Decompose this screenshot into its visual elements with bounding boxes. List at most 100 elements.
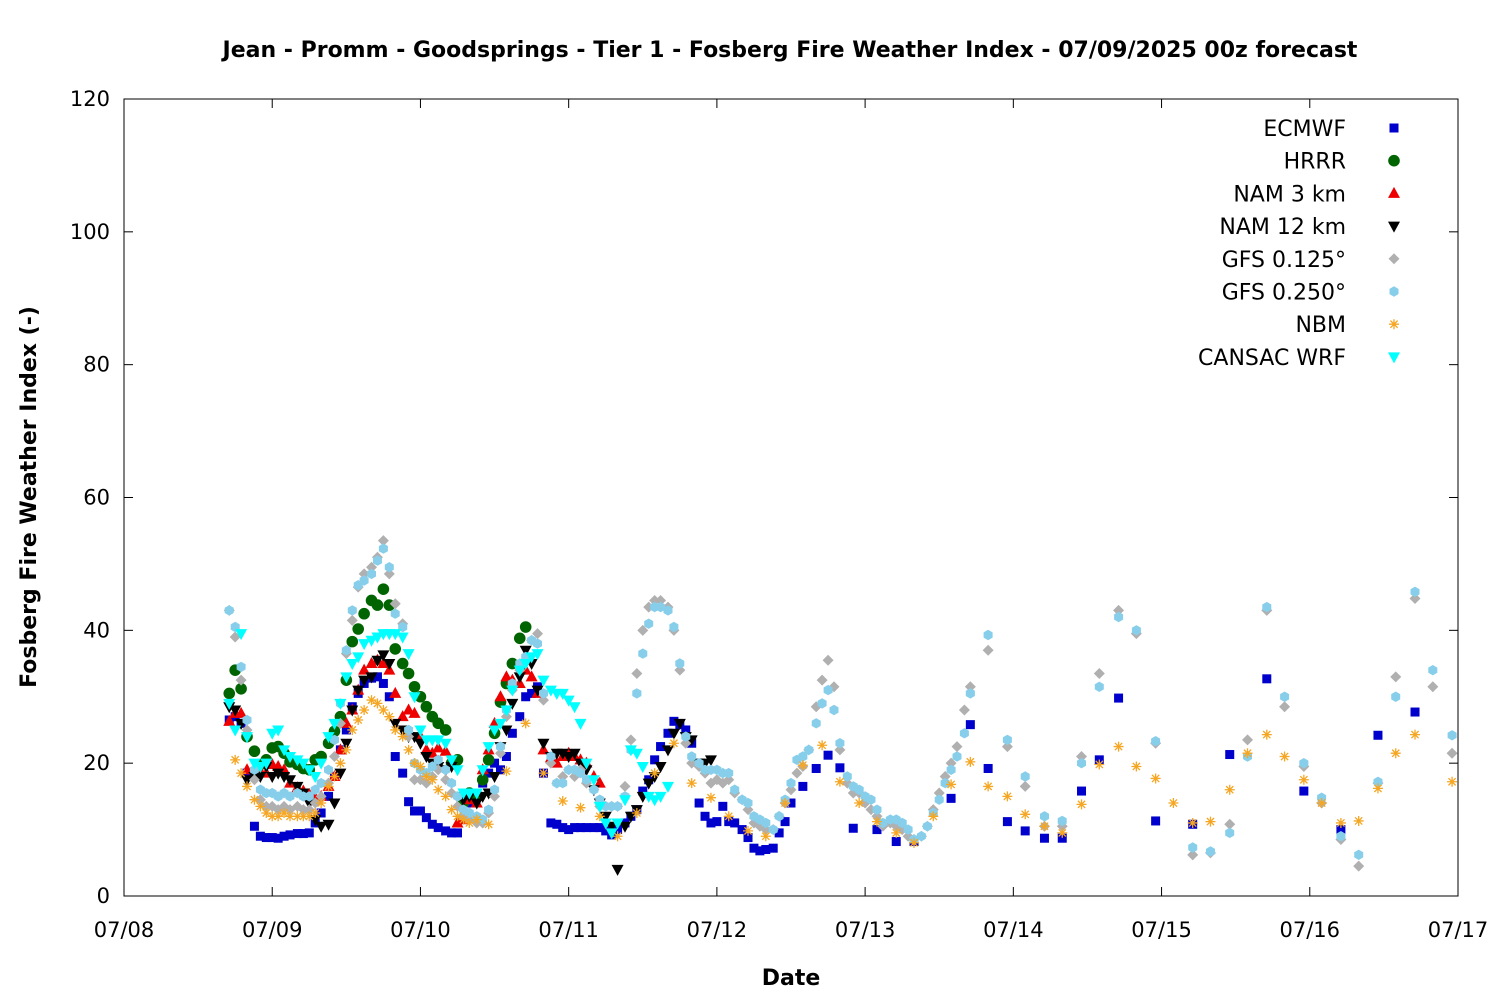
ecmwf-point <box>267 833 277 843</box>
gfs-0-125-point <box>939 770 951 782</box>
gfs-0-250-point <box>404 724 414 736</box>
ecmwf-point <box>1225 750 1235 760</box>
ecmwf-point <box>983 763 993 773</box>
cansac-wrf-point <box>266 728 279 740</box>
ecmwf-point <box>786 798 796 808</box>
gfs-0-250-point <box>854 784 864 795</box>
nbm-point <box>347 724 358 735</box>
nam-3-km-point <box>389 686 402 698</box>
nam-12-km-point <box>328 798 341 810</box>
ecmwf-point <box>755 846 765 856</box>
nam-3-km-point <box>525 670 538 682</box>
gfs-0-250-point <box>484 804 494 815</box>
gfs-0-250-point <box>811 718 821 729</box>
gfs-0-125-point <box>1001 741 1013 753</box>
gfs-0-250-point <box>373 555 382 566</box>
cansac-wrf-point <box>476 765 489 777</box>
gfs-0-125-point <box>619 780 631 792</box>
cansac-wrf-point <box>223 698 236 710</box>
x-tick-label: 07/10 <box>390 918 451 942</box>
ecmwf-point <box>965 720 975 730</box>
hrrr-point <box>513 632 526 645</box>
nbm-point <box>273 811 284 822</box>
cansac-wrf-point <box>260 758 273 770</box>
gfs-0-125-point <box>674 664 686 676</box>
nam-12-km-point <box>241 775 254 787</box>
ecmwf-point <box>515 712 525 722</box>
ecmwf-point <box>546 818 556 828</box>
ecmwf-point <box>743 833 753 843</box>
ecmwf-point <box>811 763 821 773</box>
nbm-point <box>1410 729 1421 740</box>
cansac-wrf-point <box>303 765 316 777</box>
gfs-0-250-point <box>582 774 591 785</box>
nam-12-km-point <box>309 815 322 827</box>
ecmwf-point <box>761 845 771 855</box>
x-tick-label: 07/13 <box>835 918 896 942</box>
nam-3-km-point <box>420 743 433 755</box>
nbm-point <box>612 831 623 842</box>
ecmwf-point <box>447 828 457 838</box>
ecmwf-point <box>774 828 784 838</box>
cansac-wrf-point <box>562 695 575 707</box>
gfs-0-250-point <box>823 684 833 696</box>
gfs-0-250-point <box>934 794 944 805</box>
cansac-wrf-point <box>272 725 285 737</box>
legend-marker <box>1389 123 1399 133</box>
nbm-point <box>760 831 771 842</box>
gfs-0-125-point <box>958 704 970 716</box>
gfs-0-250-point <box>817 698 827 709</box>
gfs-0-250-point <box>730 784 740 795</box>
gfs-0-125-point <box>366 561 378 573</box>
ecmwf-point <box>564 825 574 835</box>
legend-label: GFS 0.125° <box>1222 248 1346 273</box>
gfs-0-125-point <box>377 535 389 547</box>
cansac-wrf-point <box>328 718 341 730</box>
ecmwf-point <box>798 781 808 791</box>
ecmwf-point <box>521 692 531 702</box>
ecmwf-point <box>848 823 858 833</box>
nbm-point <box>464 817 475 828</box>
nbm-point <box>261 807 272 818</box>
gfs-0-125-point <box>1187 849 1199 861</box>
cansac-wrf-point <box>235 629 248 641</box>
nam-12-km-point <box>365 672 378 684</box>
gfs-0-250-point <box>983 629 993 641</box>
nbm-point <box>421 771 432 782</box>
x-tick-label: 07/11 <box>538 918 599 942</box>
gfs-0-125-point <box>933 787 945 799</box>
ecmwf-point <box>490 758 500 768</box>
nbm-point <box>1076 799 1087 810</box>
ecmwf-point <box>255 831 265 841</box>
hrrr-point <box>389 643 402 655</box>
gfs-0-125-point <box>389 598 401 610</box>
nbm-point <box>946 779 957 790</box>
nbm-point <box>965 756 976 767</box>
nbm-point <box>1150 773 1161 784</box>
nam-12-km-point <box>284 775 297 787</box>
hrrr-point <box>420 700 433 713</box>
gfs-0-250-point <box>897 817 907 829</box>
gfs-0-250-point <box>965 688 975 699</box>
nbm-point <box>458 814 469 825</box>
x-tick-label: 07/12 <box>687 918 748 942</box>
gfs-0-250-point <box>866 794 876 805</box>
ecmwf-point <box>279 831 289 841</box>
ecmwf-point <box>872 825 882 835</box>
x-tick-label: 07/16 <box>1280 918 1341 942</box>
gfs-0-250-point <box>441 764 451 775</box>
ecmwf-point <box>1020 826 1030 836</box>
cansac-wrf-point <box>284 752 297 764</box>
hrrr-point <box>408 680 421 693</box>
gfs-0-125-point <box>655 594 667 606</box>
nam-3-km-point <box>488 716 501 728</box>
nbm-point <box>267 811 278 822</box>
nbm-point <box>538 768 549 779</box>
nam-3-km-point <box>396 710 409 722</box>
gfs-0-125-point <box>358 568 370 580</box>
nbm-point <box>249 794 260 805</box>
nbm-point <box>471 814 482 825</box>
ecmwf-point <box>581 823 591 833</box>
gfs-0-250-point <box>1040 811 1049 822</box>
nam-12-km-point <box>272 768 285 780</box>
